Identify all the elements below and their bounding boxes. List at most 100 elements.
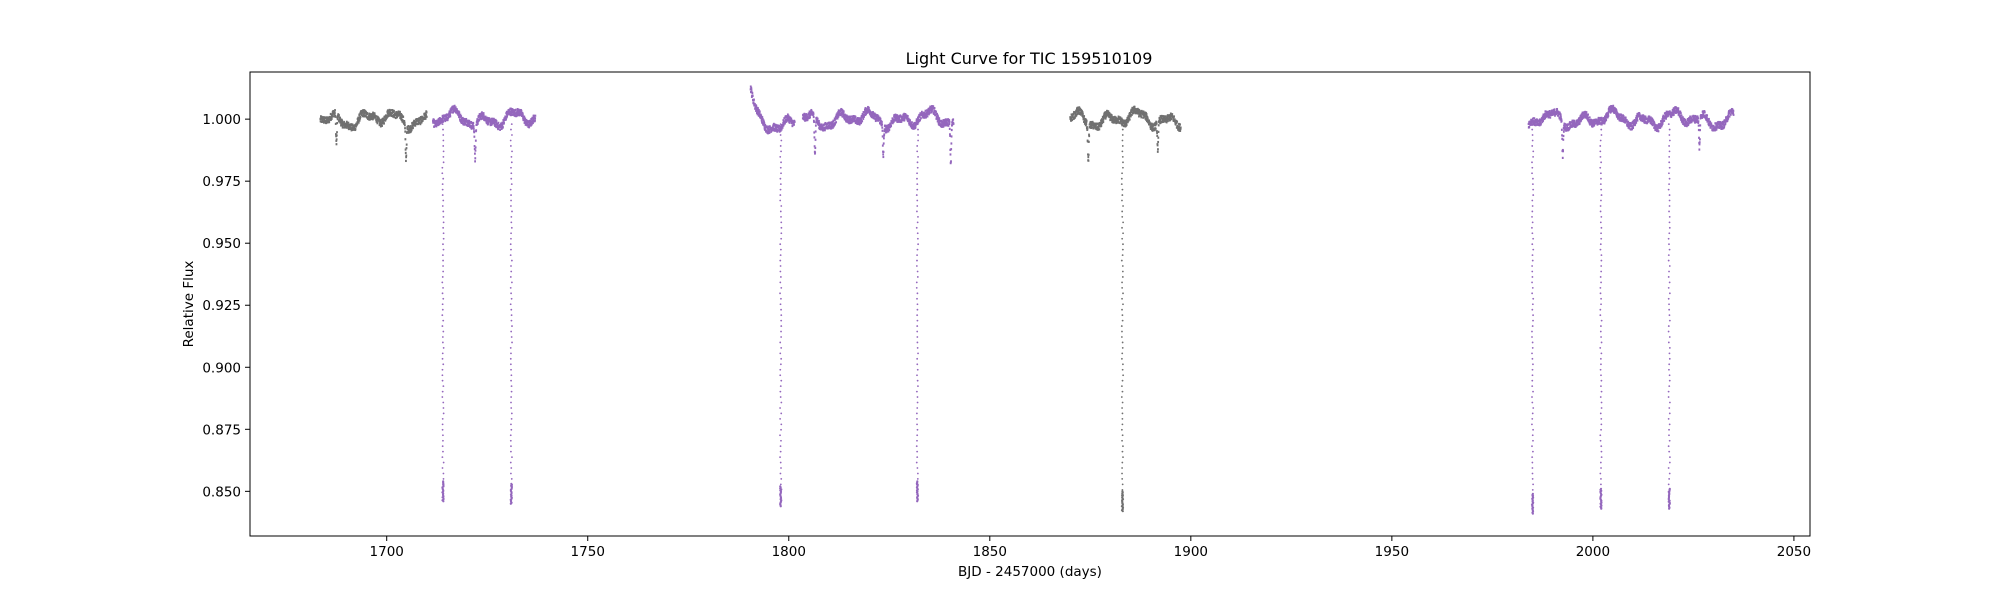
eclipse-point: [1668, 155, 1671, 158]
flux-point: [1663, 119, 1666, 122]
eclipse-point: [442, 150, 445, 153]
eclipse-point: [1532, 177, 1534, 180]
eclipse-point: [442, 243, 444, 246]
eclipse-point: [441, 417, 444, 420]
flux-point: [875, 114, 878, 117]
flux-point: [859, 119, 862, 122]
eclipse-point: [916, 183, 919, 186]
flux-point: [366, 112, 369, 115]
flux-point: [1545, 115, 1548, 118]
flux-point: [843, 114, 846, 118]
flux-point: [1618, 116, 1620, 120]
flux-point: [1083, 115, 1086, 118]
eclipse-point: [1531, 325, 1534, 327]
eclipse-point: [1600, 325, 1602, 327]
flux-point: [1117, 115, 1120, 118]
flux-point: [1173, 115, 1175, 118]
eclipse-point: [1531, 265, 1534, 267]
flux-point: [404, 130, 407, 133]
eclipse-point: [510, 237, 512, 240]
flux-point: [836, 113, 839, 117]
flux-point: [786, 117, 789, 120]
flux-point: [419, 123, 422, 126]
flux-point: [449, 108, 452, 112]
eclipse-point: [1668, 216, 1671, 218]
flux-point: [855, 119, 858, 122]
flux-point: [887, 127, 890, 130]
flux-point: [948, 122, 951, 126]
flux-point: [1148, 121, 1151, 124]
flux-point: [1699, 117, 1702, 120]
eclipse-point: [1531, 292, 1534, 295]
flux-point: [368, 114, 371, 117]
eclipse-point: [441, 456, 444, 458]
eclipse-point: [1668, 194, 1671, 196]
flux-point: [1158, 116, 1161, 120]
flux-point: [1716, 125, 1719, 129]
eclipse-point: [1531, 166, 1534, 169]
flux-point: [424, 115, 427, 118]
flux-point: [1572, 124, 1575, 128]
eclipse-2-points: [779, 123, 783, 508]
eclipse-point: [442, 259, 444, 262]
flux-point: [1633, 121, 1636, 125]
eclipse-point: [509, 286, 512, 289]
flux-point: [862, 115, 864, 119]
eclipse-point: [1668, 199, 1671, 202]
flux-point: [1127, 119, 1130, 122]
flux-point: [1114, 119, 1117, 122]
flux-point: [1632, 125, 1634, 128]
flux-point: [1703, 111, 1706, 114]
eclipse-point: [1121, 439, 1123, 442]
flux-point: [1121, 118, 1124, 122]
flux-point: [904, 113, 907, 116]
flux-point: [1170, 117, 1173, 121]
flux-point: [1156, 134, 1159, 137]
flux-point: [341, 120, 344, 123]
flux-point: [1087, 159, 1090, 162]
eclipse-point: [916, 188, 919, 191]
eclipse-point: [915, 461, 918, 464]
flux-point: [1702, 111, 1705, 114]
flux-point: [1651, 120, 1653, 123]
eclipse-point: [441, 303, 444, 306]
flux-point: [400, 117, 403, 120]
eclipse-point: [1531, 374, 1534, 377]
flux-point: [1132, 112, 1135, 115]
flux-point: [1150, 126, 1152, 129]
eclipse-point: [1531, 134, 1534, 136]
eclipse-point: [442, 401, 445, 404]
eclipse-point: [780, 248, 782, 251]
eclipse-point: [1600, 281, 1602, 284]
flux-point: [1655, 126, 1657, 130]
flux-point: [931, 110, 933, 113]
flux-point: [1119, 116, 1122, 119]
eclipse-point: [1668, 221, 1671, 224]
flux-point: [438, 123, 441, 126]
flux-point: [1122, 122, 1125, 125]
flux-point: [1603, 117, 1606, 120]
flux-point: [1659, 123, 1662, 127]
flux-point: [517, 112, 520, 115]
flux-point: [839, 110, 842, 113]
flux-point: [471, 121, 473, 125]
eclipse-point: [1599, 183, 1602, 186]
eclipse-point: [1668, 161, 1671, 164]
flux-point: [835, 121, 838, 124]
flux-point: [758, 113, 760, 117]
flux-point: [902, 117, 904, 120]
flux-point: [425, 115, 428, 118]
flux-point: [452, 106, 455, 110]
eclipse-point: [1121, 319, 1124, 322]
flux-point: [472, 121, 475, 125]
flux-point: [949, 148, 952, 151]
flux-point: [816, 119, 819, 122]
flux-point: [829, 125, 832, 128]
flux-point: [889, 126, 891, 129]
flux-point: [1156, 131, 1158, 135]
flux-point: [912, 124, 915, 127]
eclipse-point: [917, 128, 919, 131]
flux-point: [507, 113, 509, 116]
flux-point: [376, 121, 379, 124]
flux-point: [1672, 111, 1675, 114]
